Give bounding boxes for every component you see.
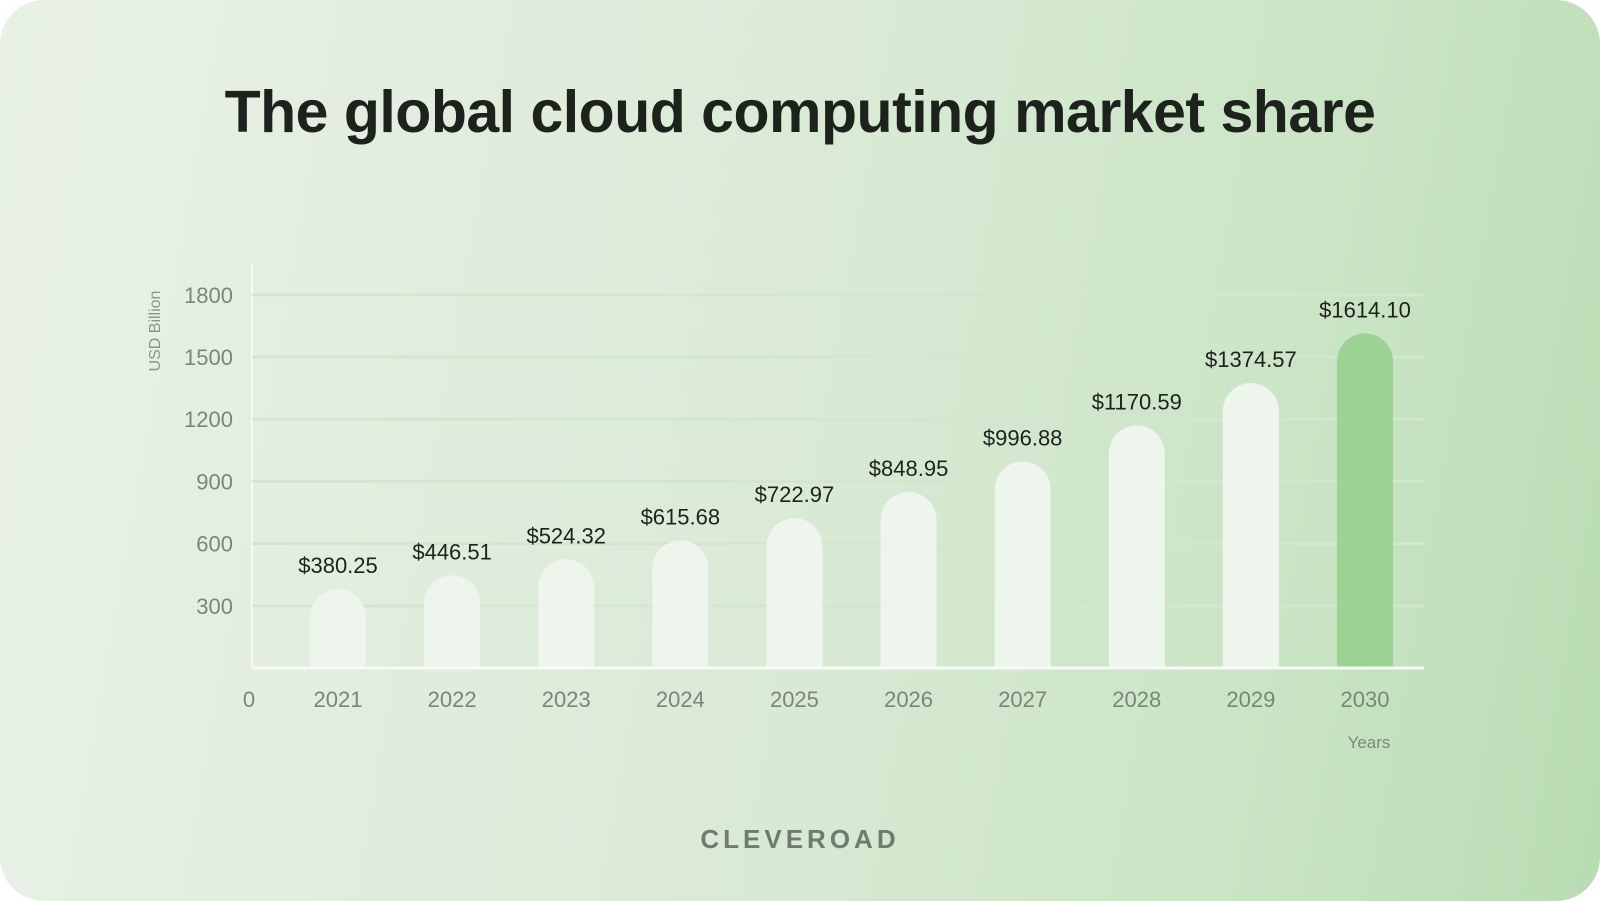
x-axis-label: Years [1348, 733, 1391, 752]
bar-2028 [1108, 425, 1165, 668]
y-tick-label-300: 300 [196, 594, 233, 619]
x-tick-label-2027: 2027 [998, 687, 1047, 712]
y-axis-label: USD Billion [147, 291, 164, 372]
chart-title: The global cloud computing market share [224, 79, 1376, 145]
x-tick-label-2023: 2023 [542, 687, 591, 712]
data-label-2021: $380.25 [298, 553, 378, 578]
x-tick-label-2030: 2030 [1341, 687, 1390, 712]
y-tick-label-1500: 1500 [184, 345, 233, 370]
y-tick-label-900: 900 [196, 469, 233, 494]
y-tick-label-600: 600 [196, 532, 233, 557]
x-tick-label-2022: 2022 [428, 687, 477, 712]
y-tick-label-0: 0 [243, 687, 255, 712]
x-tick-label-2024: 2024 [656, 687, 705, 712]
x-tick-label-2021: 2021 [314, 687, 363, 712]
data-label-2029: $1374.57 [1205, 347, 1297, 372]
bar-2026 [880, 491, 937, 668]
bar-2023 [538, 559, 595, 668]
bar-2021 [310, 589, 366, 668]
data-label-2025: $722.97 [755, 482, 835, 507]
data-label-2026: $848.95 [869, 456, 949, 481]
data-label-2027: $996.88 [983, 425, 1063, 450]
bar-2029 [1222, 383, 1279, 668]
bar-2022 [424, 575, 481, 668]
x-tick-label-2028: 2028 [1112, 687, 1161, 712]
data-label-2024: $615.68 [641, 504, 721, 529]
data-label-2028: $1170.59 [1092, 389, 1182, 414]
y-tick-label-1200: 1200 [184, 407, 233, 432]
x-tick-label-2029: 2029 [1226, 687, 1275, 712]
bar-2027 [994, 461, 1051, 668]
x-tick-label-2025: 2025 [770, 687, 819, 712]
data-label-2023: $524.32 [526, 523, 606, 548]
bar-2024 [652, 540, 709, 668]
data-label-2030: $1614.10 [1319, 297, 1411, 322]
bar-2025 [766, 518, 823, 668]
cleveroad-logo: CLEVEROAD [700, 824, 900, 854]
bar-2030 [1337, 333, 1393, 668]
y-tick-label-1800: 1800 [184, 283, 233, 308]
x-tick-label-2026: 2026 [884, 687, 933, 712]
data-label-2022: $446.51 [412, 539, 492, 564]
